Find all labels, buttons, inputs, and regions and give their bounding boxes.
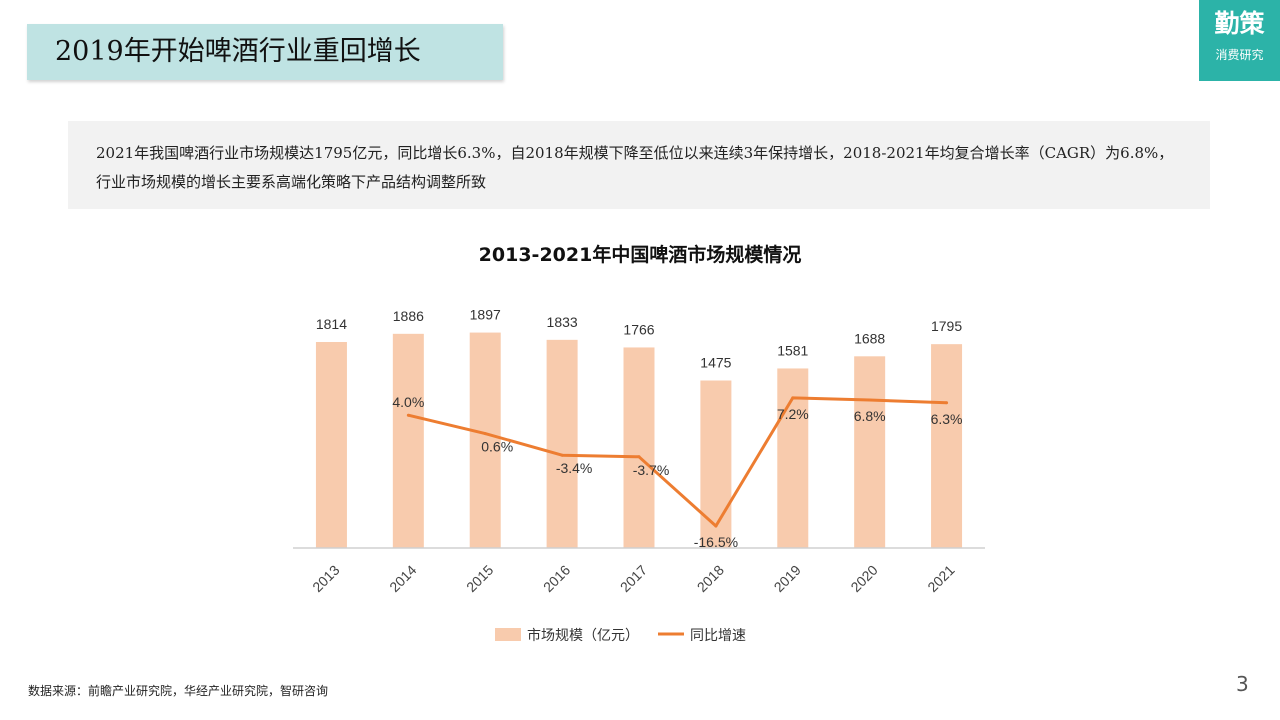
x-tick-2021: 2021 [924,562,957,595]
page-title: 2019年开始啤酒行业重回增长 [27,24,503,80]
x-tick-2016: 2016 [540,562,573,595]
page-number: 3 [1236,672,1249,696]
bar-label-2015: 1897 [470,307,501,323]
legend-label-line: 同比增速 [690,627,746,643]
x-tick-2019: 2019 [771,562,804,595]
bar-2020 [854,356,886,548]
growth-point-2016 [560,453,564,457]
growth-point-2015 [483,432,487,436]
bar-2014 [392,333,424,548]
growth-label-2020: 6.8% [854,408,886,424]
growth-line [407,396,947,528]
growth-point-2014 [406,413,410,417]
bar-label-2018: 1475 [700,354,731,370]
growth-label-2014: 4.0% [392,394,424,410]
bar-2019 [777,368,809,548]
bar-label-2021: 1795 [931,318,962,334]
growth-label-2019: 7.2% [777,406,809,422]
growth-point-2018 [714,524,718,528]
bar-2016 [546,339,578,548]
x-tick-2013: 2013 [309,562,342,595]
growth-point-2021 [945,401,949,405]
summary-text: 2021年我国啤酒行业市场规模达1795亿元，同比增长6.3%，自2018年规模… [68,121,1210,209]
data-source: 数据来源：前瞻产业研究院，华经产业研究院，智研咨询 [28,684,329,698]
bar-label-2020: 1688 [854,330,885,346]
x-tick-2014: 2014 [386,562,419,595]
bar-2017 [623,347,655,548]
legend-label-bar: 市场规模（亿元） [527,627,639,643]
chart-title: 2013-2021年中国啤酒市场规模情况 [478,244,802,266]
bar-label-2013: 1814 [316,316,347,332]
x-tick-2017: 2017 [617,562,650,595]
bar-2021 [931,344,963,548]
bar-2015 [469,332,501,548]
growth-point-2017 [637,455,641,459]
growth-point-2020 [868,398,872,402]
growth-label-2018: -16.5% [694,534,738,550]
growth-label-2021: 6.3% [931,411,963,427]
growth-label-2015: 0.6% [481,439,513,455]
legend-swatch-bar [495,628,521,641]
bar-2013 [315,342,347,548]
x-tick-2020: 2020 [847,562,880,595]
brand-logo: 勤策 消费研究 [1199,0,1280,81]
bar-label-2017: 1766 [623,321,654,337]
bar-label-2016: 1833 [547,314,578,330]
x-tick-2015: 2015 [463,562,496,595]
bar-2018 [700,380,732,548]
growth-point-2019 [791,396,795,400]
brand-logo-main: 勤策 [1214,9,1265,38]
brand-logo-sub: 消费研究 [1215,48,1264,62]
bar-label-2019: 1581 [777,342,808,358]
x-tick-2018: 2018 [694,562,727,595]
growth-label-2017: -3.7% [633,462,670,478]
bar-label-2014: 1886 [393,308,424,324]
growth-label-2016: -3.4% [556,460,593,476]
